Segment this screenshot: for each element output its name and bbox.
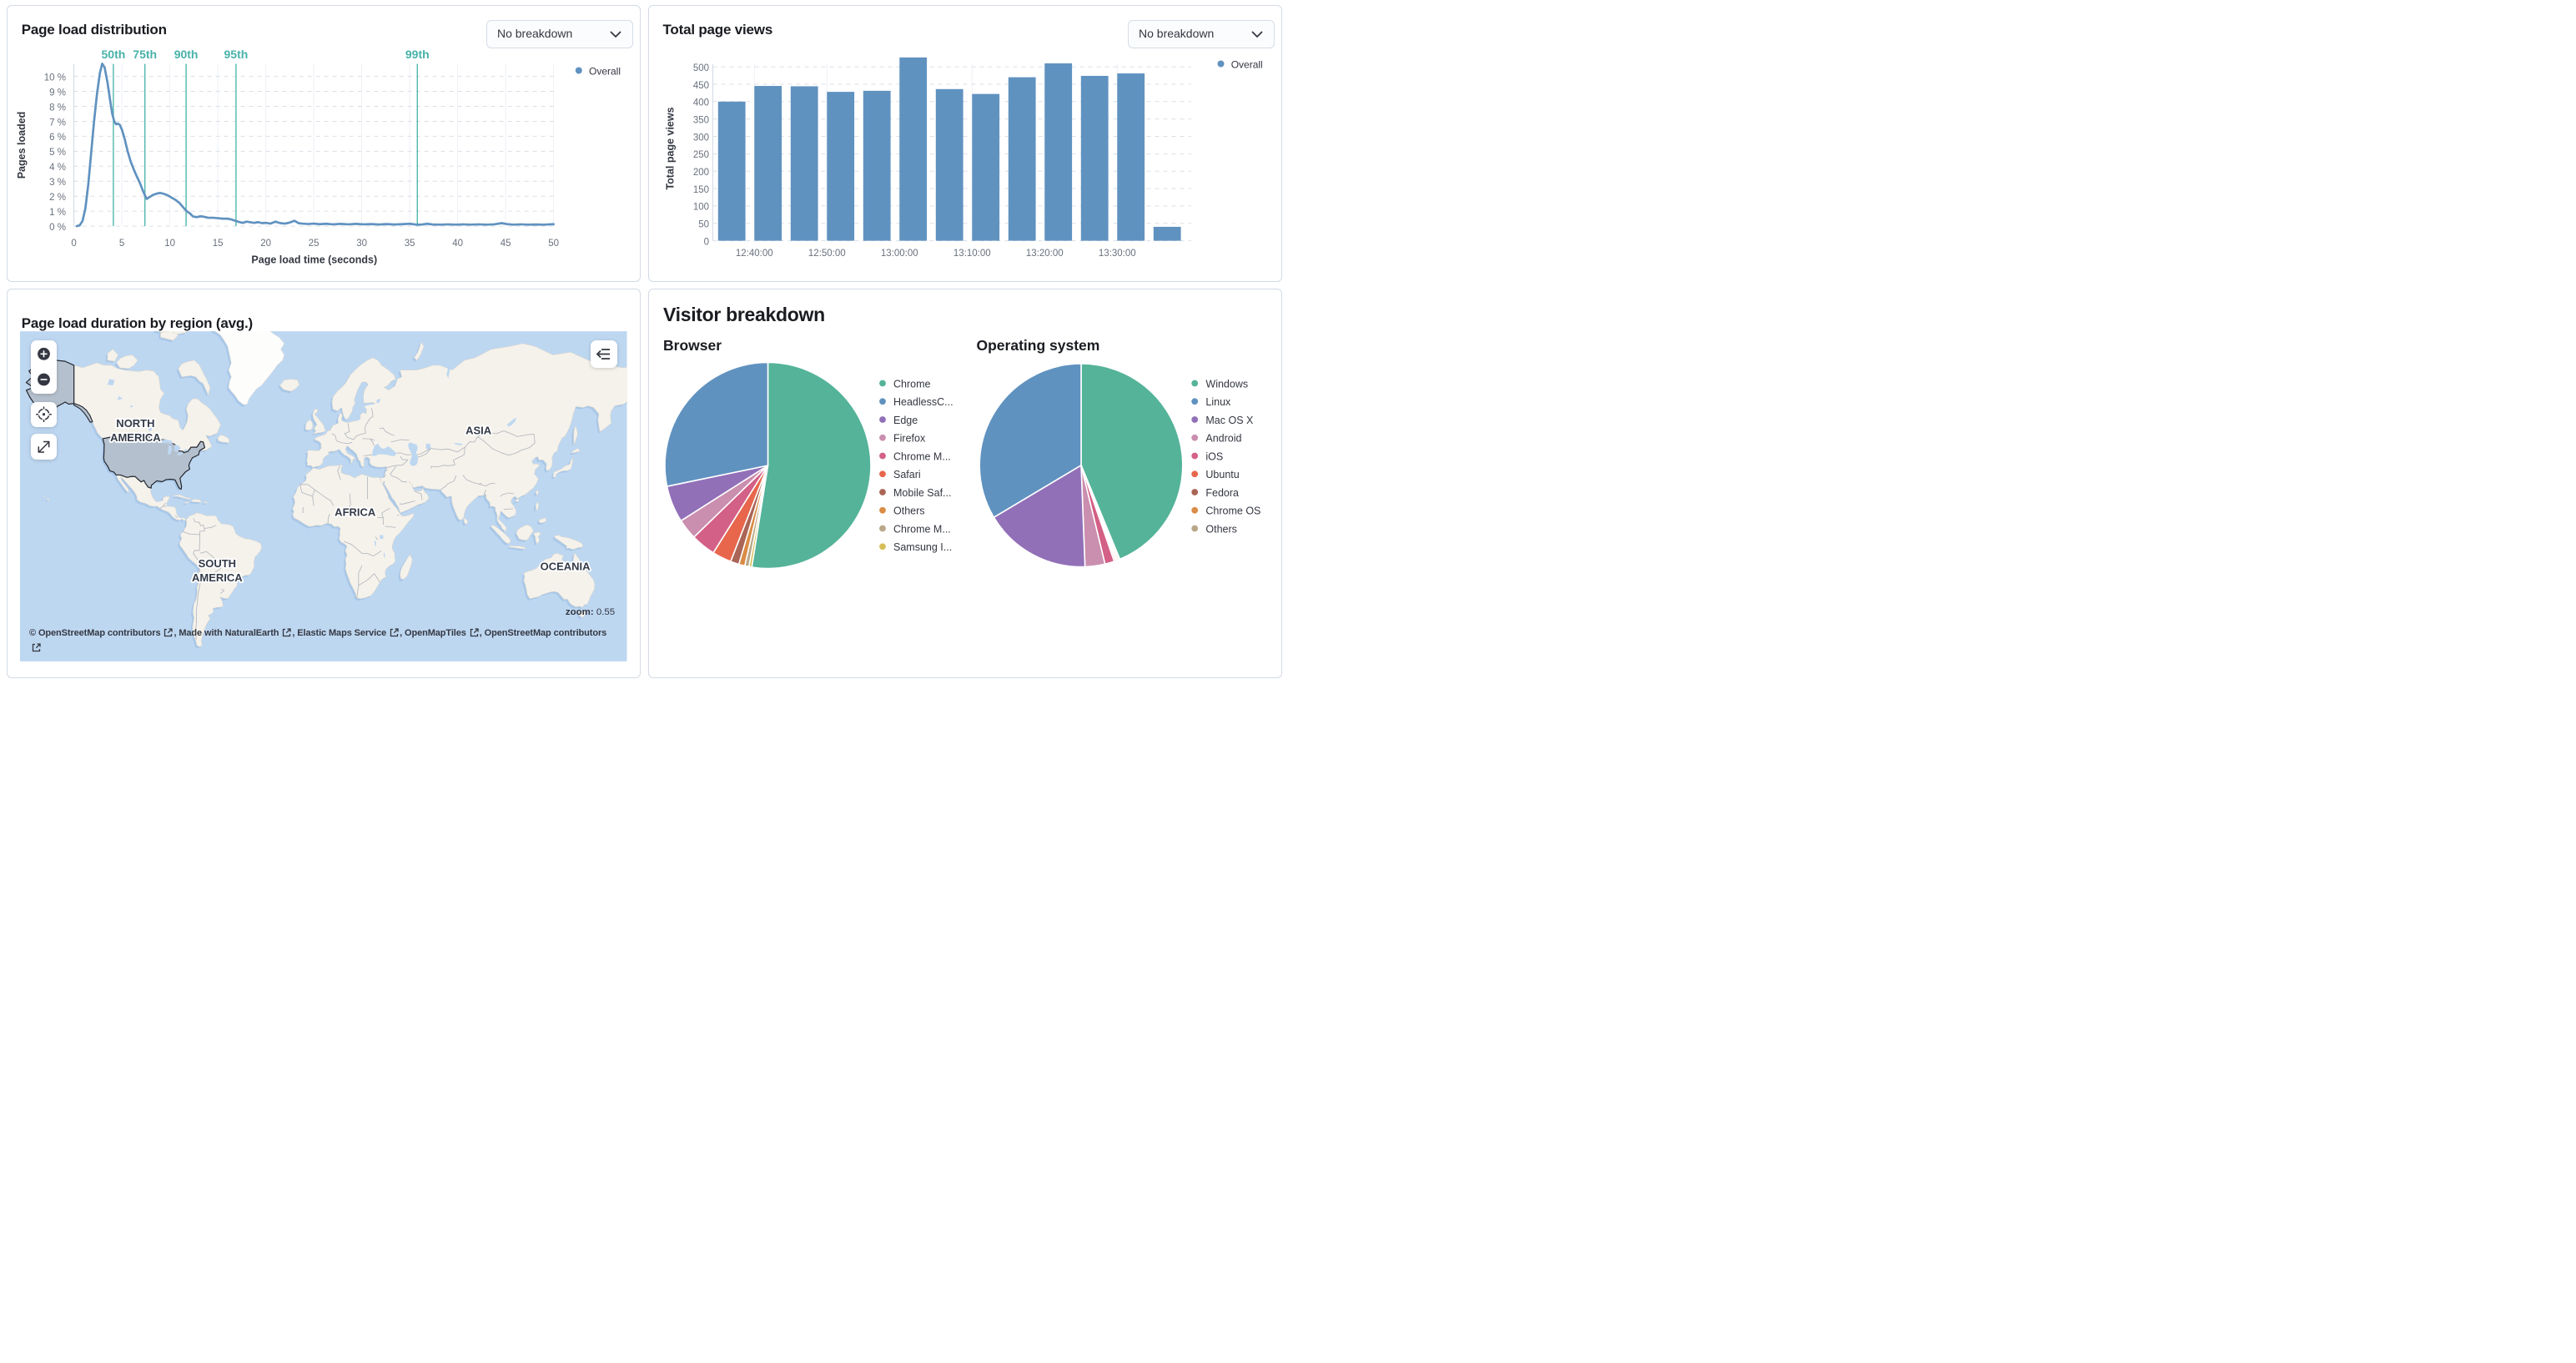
svg-text:90th: 90th (174, 48, 198, 61)
svg-text:AFRICA: AFRICA (335, 506, 377, 519)
svg-text:450: 450 (692, 81, 708, 91)
svg-text:Page load time (seconds): Page load time (seconds) (251, 254, 377, 266)
svg-text:200: 200 (692, 168, 708, 178)
svg-text:Chrome M...: Chrome M... (893, 450, 951, 462)
svg-text:OCEANIA: OCEANIA (541, 561, 591, 573)
svg-text:100: 100 (692, 203, 708, 213)
svg-text:13:00:00: 13:00:00 (880, 249, 918, 259)
svg-text:Firefox: Firefox (893, 433, 926, 445)
svg-text:Pages loaded: Pages loaded (16, 112, 28, 179)
svg-text:95th: 95th (224, 48, 248, 61)
svg-text:iOS: iOS (1205, 450, 1223, 462)
svg-text:HeadlessC...: HeadlessC... (893, 396, 953, 408)
svg-text:20: 20 (260, 239, 271, 249)
svg-text:45: 45 (500, 239, 511, 249)
svg-text:0 %: 0 % (49, 223, 66, 233)
svg-text:150: 150 (692, 185, 708, 195)
svg-text:50: 50 (548, 239, 559, 249)
svg-text:300: 300 (692, 133, 708, 143)
svg-text:30: 30 (356, 239, 367, 249)
svg-text:Fedora: Fedora (1205, 487, 1239, 499)
svg-text:4 %: 4 % (49, 163, 66, 173)
svg-text:NORTH: NORTH (117, 417, 155, 430)
svg-text:50th: 50th (101, 48, 125, 61)
svg-text:10 %: 10 % (43, 73, 65, 83)
svg-text:Chrome OS: Chrome OS (1205, 505, 1260, 517)
svg-text:Windows: Windows (1205, 378, 1248, 390)
svg-text:6 %: 6 % (49, 133, 66, 143)
svg-text:5: 5 (119, 239, 124, 249)
svg-text:350: 350 (692, 116, 708, 126)
svg-text:SOUTH: SOUTH (199, 557, 236, 570)
svg-text:Edge: Edge (893, 415, 918, 426)
svg-text:400: 400 (692, 98, 708, 108)
svg-text:7 %: 7 % (49, 118, 66, 128)
svg-text:Samsung I...: Samsung I... (893, 541, 952, 553)
svg-text:40: 40 (452, 239, 463, 249)
svg-text:25: 25 (308, 239, 319, 249)
svg-text:Others: Others (1205, 523, 1237, 535)
svg-text:8 %: 8 % (49, 103, 66, 113)
svg-text:250: 250 (692, 151, 708, 161)
svg-text:Overall: Overall (589, 66, 621, 78)
svg-text:99th: 99th (405, 48, 430, 61)
svg-text:1 %: 1 % (49, 208, 66, 218)
svg-text:9 %: 9 % (49, 88, 66, 98)
svg-text:3 %: 3 % (49, 178, 66, 188)
svg-text:12:50:00: 12:50:00 (808, 249, 845, 259)
svg-text:500: 500 (692, 63, 708, 73)
svg-text:5 %: 5 % (49, 148, 66, 158)
svg-text:AMERICA: AMERICA (193, 571, 244, 584)
svg-text:AMERICA: AMERICA (111, 431, 162, 444)
svg-text:Mac OS X: Mac OS X (1205, 415, 1254, 426)
svg-text:ASIA: ASIA (466, 424, 493, 436)
svg-text:Safari: Safari (893, 469, 921, 480)
svg-text:Ubuntu: Ubuntu (1205, 469, 1239, 480)
svg-text:zoom: 0.55: zoom: 0.55 (566, 607, 615, 617)
svg-text:13:30:00: 13:30:00 (1098, 249, 1135, 259)
svg-text:Chrome M...: Chrome M... (893, 523, 951, 535)
svg-text:13:10:00: 13:10:00 (953, 249, 990, 259)
svg-text:0: 0 (71, 239, 76, 249)
svg-text:Linux: Linux (1205, 396, 1231, 408)
svg-text:0: 0 (703, 238, 708, 248)
svg-text:35: 35 (404, 239, 415, 249)
svg-text:Chrome: Chrome (893, 378, 931, 390)
svg-text:Total page views: Total page views (664, 108, 676, 190)
svg-text:15: 15 (212, 239, 223, 249)
svg-text:Others: Others (893, 505, 925, 517)
svg-text:75th: 75th (133, 48, 157, 61)
svg-text:Overall: Overall (1230, 59, 1262, 71)
svg-text:2 %: 2 % (49, 193, 66, 203)
svg-text:10: 10 (164, 239, 175, 249)
svg-text:Mobile Saf...: Mobile Saf... (893, 487, 951, 499)
svg-text:13:20:00: 13:20:00 (1025, 249, 1063, 259)
svg-text:12:40:00: 12:40:00 (735, 249, 772, 259)
svg-text:50: 50 (698, 220, 709, 230)
svg-text:Android: Android (1205, 433, 1241, 445)
